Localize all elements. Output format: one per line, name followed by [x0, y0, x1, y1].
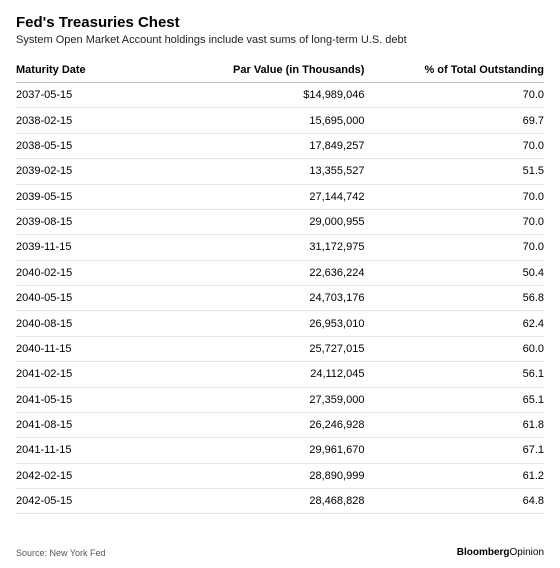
cell: 70.0 [364, 209, 544, 234]
cell: 2037-05-15 [16, 83, 153, 108]
cell: 28,890,999 [153, 463, 364, 488]
table-row: 2039-02-1513,355,52751.5 [16, 159, 544, 184]
brand: BloombergOpinion [457, 547, 544, 558]
col-pct: % of Total Outstanding [364, 58, 544, 83]
header-row: Maturity Date Par Value (in Thousands) %… [16, 58, 544, 83]
cell: 2039-05-15 [16, 184, 153, 209]
cell: 2039-11-15 [16, 235, 153, 260]
source-text: Source: New York Fed [16, 548, 106, 558]
cell: 2038-02-15 [16, 108, 153, 133]
cell: 2041-05-15 [16, 387, 153, 412]
cell: 29,000,955 [153, 209, 364, 234]
table-row: 2037-05-15$14,989,04670.0 [16, 83, 544, 108]
cell: 31,172,975 [153, 235, 364, 260]
cell: 27,144,742 [153, 184, 364, 209]
table-row: 2039-08-1529,000,95570.0 [16, 209, 544, 234]
cell: 61.8 [364, 412, 544, 437]
cell: 2041-02-15 [16, 362, 153, 387]
table-row: 2040-02-1522,636,22450.4 [16, 260, 544, 285]
cell: 2039-08-15 [16, 209, 153, 234]
cell: 64.8 [364, 489, 544, 514]
cell: 28,468,828 [153, 489, 364, 514]
table-row: 2039-11-1531,172,97570.0 [16, 235, 544, 260]
cell: 70.0 [364, 133, 544, 158]
cell: 56.8 [364, 286, 544, 311]
table-row: 2039-05-1527,144,74270.0 [16, 184, 544, 209]
cell: 2040-05-15 [16, 286, 153, 311]
cell: 2039-02-15 [16, 159, 153, 184]
col-par-value: Par Value (in Thousands) [153, 58, 364, 83]
cell: 51.5 [364, 159, 544, 184]
cell: 26,953,010 [153, 311, 364, 336]
cell: 27,359,000 [153, 387, 364, 412]
cell: 2038-05-15 [16, 133, 153, 158]
table-row: 2041-08-1526,246,92861.8 [16, 412, 544, 437]
cell: 70.0 [364, 235, 544, 260]
table-row: 2040-05-1524,703,17656.8 [16, 286, 544, 311]
cell: 2040-02-15 [16, 260, 153, 285]
cell: 2040-11-15 [16, 336, 153, 361]
cell: 65.1 [364, 387, 544, 412]
table-row: 2040-11-1525,727,01560.0 [16, 336, 544, 361]
title: Fed's Treasuries Chest [16, 14, 544, 31]
table-row: 2042-02-1528,890,99961.2 [16, 463, 544, 488]
col-maturity: Maturity Date [16, 58, 153, 83]
table-row: 2041-02-1524,112,04556.1 [16, 362, 544, 387]
table-body: 2037-05-15$14,989,04670.02038-02-1515,69… [16, 83, 544, 514]
cell: 26,246,928 [153, 412, 364, 437]
subtitle: System Open Market Account holdings incl… [16, 34, 544, 46]
table-row: 2040-08-1526,953,01062.4 [16, 311, 544, 336]
cell: 2042-05-15 [16, 489, 153, 514]
table-container: Fed's Treasuries Chest System Open Marke… [0, 0, 560, 568]
cell: 29,961,670 [153, 438, 364, 463]
cell: 70.0 [364, 83, 544, 108]
cell: 56.1 [364, 362, 544, 387]
cell: 69.7 [364, 108, 544, 133]
cell: 2040-08-15 [16, 311, 153, 336]
cell: $14,989,046 [153, 83, 364, 108]
cell: 70.0 [364, 184, 544, 209]
cell: 60.0 [364, 336, 544, 361]
cell: 25,727,015 [153, 336, 364, 361]
brand-bold: Bloomberg [457, 547, 510, 558]
table-row: 2041-11-1529,961,67067.1 [16, 438, 544, 463]
cell: 2041-08-15 [16, 412, 153, 437]
cell: 2041-11-15 [16, 438, 153, 463]
cell: 62.4 [364, 311, 544, 336]
cell: 67.1 [364, 438, 544, 463]
table-row: 2038-05-1517,849,25770.0 [16, 133, 544, 158]
cell: 17,849,257 [153, 133, 364, 158]
cell: 13,355,527 [153, 159, 364, 184]
table-row: 2041-05-1527,359,00065.1 [16, 387, 544, 412]
footer: Source: New York Fed BloombergOpinion [16, 539, 544, 558]
cell: 50.4 [364, 260, 544, 285]
cell: 2042-02-15 [16, 463, 153, 488]
cell: 61.2 [364, 463, 544, 488]
table-row: 2038-02-1515,695,00069.7 [16, 108, 544, 133]
cell: 24,703,176 [153, 286, 364, 311]
data-table: Maturity Date Par Value (in Thousands) %… [16, 58, 544, 514]
brand-light: Opinion [510, 547, 544, 558]
cell: 24,112,045 [153, 362, 364, 387]
table-row: 2042-05-1528,468,82864.8 [16, 489, 544, 514]
cell: 22,636,224 [153, 260, 364, 285]
cell: 15,695,000 [153, 108, 364, 133]
